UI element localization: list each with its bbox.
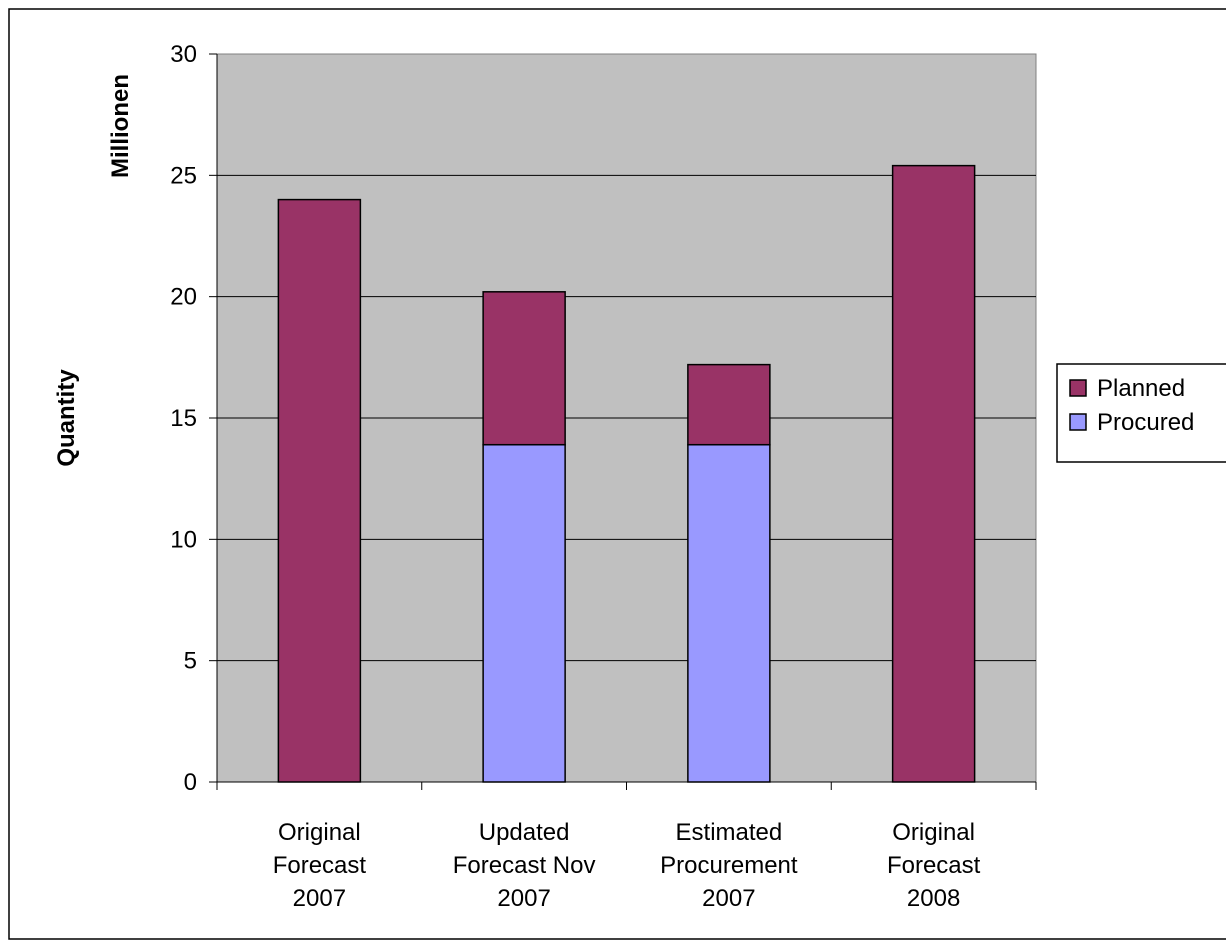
bar-planned [277, 198, 362, 783]
legend-label-planned: Planned [1097, 375, 1185, 402]
x-category-label: Original Forecast 2007 [273, 819, 367, 912]
x-category-label: Estimated Procurement 2007 [660, 819, 798, 912]
y-tick-label: 20 [170, 284, 197, 311]
bar-planned [687, 363, 771, 446]
bar-procured [687, 443, 771, 783]
y-tick-label: 25 [170, 162, 197, 189]
y-tick-label: 0 [184, 769, 197, 796]
x-category-label: Updated Forecast Nov 2007 [453, 819, 596, 912]
legend-label-procured: Procured [1097, 409, 1194, 436]
axes [209, 53, 1037, 790]
y-axis-unit: Millionen [107, 74, 134, 178]
y-tick-label: 30 [170, 41, 197, 68]
bar-procured [482, 443, 566, 783]
y-tick-label: 5 [184, 648, 197, 675]
legend: Planned Procured [1056, 363, 1226, 463]
x-category-labels: Original Forecast 2007 Updated Forecast Nov 2… [273, 819, 981, 912]
legend-box [1056, 363, 1226, 463]
legend-swatch-planned [1069, 379, 1087, 397]
bars [277, 164, 976, 783]
bar-planned [891, 164, 976, 783]
y-axis-title: Quantity [53, 369, 80, 467]
y-tick-label: 15 [170, 405, 197, 432]
y-tick-label: 10 [170, 526, 197, 553]
bar-planned [482, 291, 566, 446]
x-category-label: Original Forecast 2008 [887, 819, 981, 912]
legend-swatch-procured [1069, 413, 1087, 431]
y-tick-labels: 0 5 10 15 20 25 30 [170, 41, 197, 796]
